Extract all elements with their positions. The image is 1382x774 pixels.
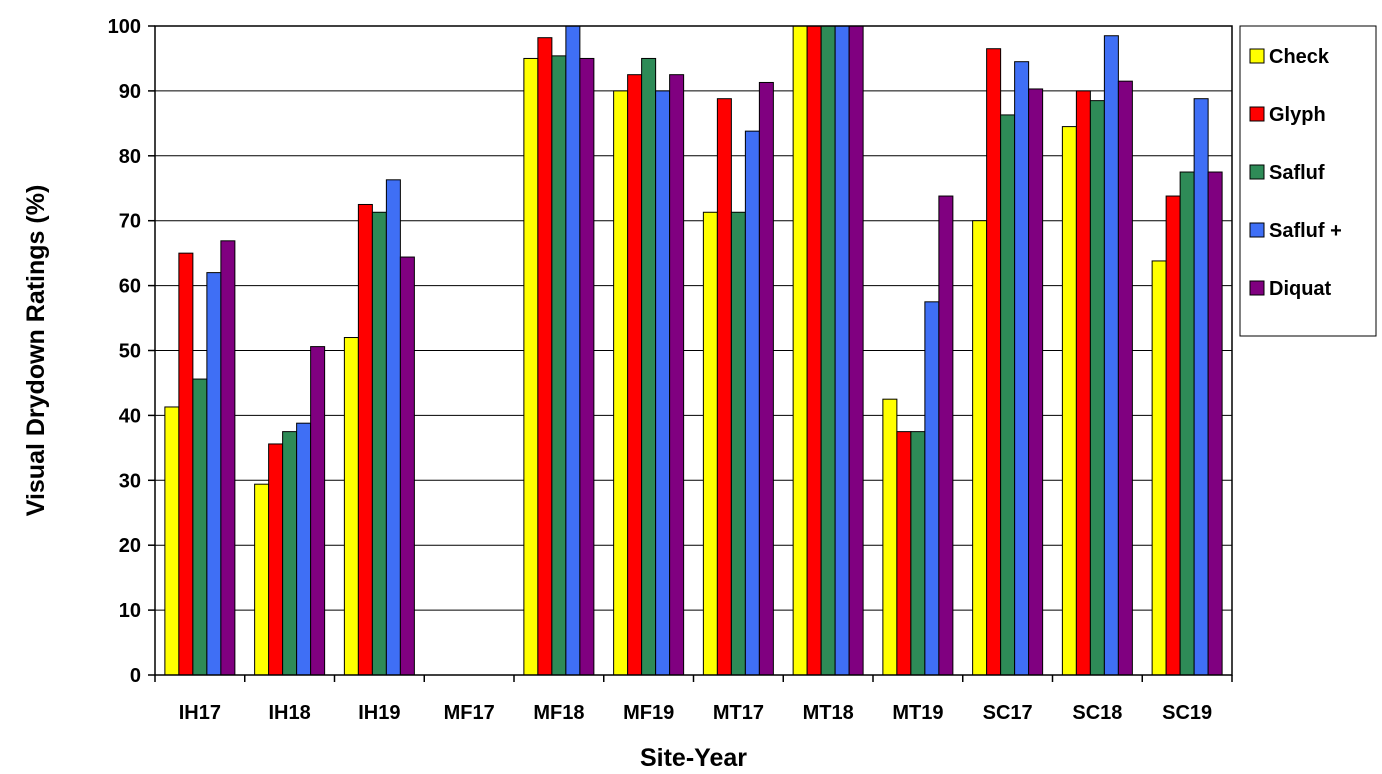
bar	[579, 57, 595, 676]
bar	[282, 431, 298, 676]
gridlines	[155, 90, 1232, 611]
bar	[371, 211, 387, 676]
y-tick-label: 30	[119, 470, 141, 492]
legend-swatch	[1249, 106, 1265, 122]
bar	[220, 240, 236, 676]
bar	[1061, 126, 1077, 676]
legend-label: Diquat	[1269, 278, 1332, 300]
bar	[882, 398, 898, 676]
bar	[820, 25, 836, 676]
bar	[792, 25, 808, 676]
bar	[206, 272, 222, 676]
bar	[716, 98, 732, 676]
bar	[896, 431, 912, 676]
bar	[310, 346, 326, 676]
bar	[178, 252, 194, 676]
x-tick-label: MT19	[892, 702, 943, 724]
bar	[254, 483, 270, 676]
bar	[848, 25, 864, 676]
y-tick-label: 10	[119, 600, 141, 622]
bar	[1089, 100, 1105, 676]
legend-swatch	[1249, 48, 1265, 64]
bar	[938, 195, 954, 676]
bar	[523, 57, 539, 676]
bar	[1151, 260, 1167, 676]
bar	[627, 74, 643, 676]
bar	[655, 90, 671, 676]
x-tick-label: SC19	[1162, 702, 1212, 724]
bar	[1117, 80, 1133, 676]
bar	[385, 179, 401, 676]
x-tick-label: MF19	[623, 702, 674, 724]
bar	[910, 431, 926, 676]
legend-label: Safluf	[1269, 162, 1325, 184]
bar	[343, 337, 359, 676]
bar	[1207, 171, 1223, 676]
x-tick-label: MF18	[533, 702, 584, 724]
bar	[1179, 171, 1195, 676]
bar	[702, 211, 718, 676]
y-tick-label: 80	[119, 146, 141, 168]
x-tick-label: IH18	[269, 702, 311, 724]
bar	[268, 443, 284, 676]
bar	[296, 422, 312, 676]
bar	[1075, 90, 1091, 676]
x-axis: IH17 IH18 IH19 MF17 MF18 MF19 MT17 MT18 MT19 SC17…	[154, 675, 1233, 724]
bar	[641, 57, 657, 676]
y-axis: 0 10 20 30 40 50 60 70 80 90 100	[108, 16, 155, 687]
bar	[164, 406, 180, 676]
bar	[924, 301, 940, 676]
x-axis-title: Site-Year	[640, 744, 747, 772]
bar	[1193, 98, 1209, 676]
bar	[551, 55, 567, 676]
x-tick-label: IH17	[179, 702, 221, 724]
legend: Check Glyph Safluf Safluf + Diquat	[1239, 25, 1377, 337]
y-tick-label: 100	[108, 16, 141, 38]
y-axis-title: Visual Drydown Ratings (%)	[22, 185, 50, 517]
bar	[669, 74, 685, 676]
bar	[1000, 114, 1016, 676]
bar	[986, 48, 1002, 676]
bar	[758, 81, 774, 676]
bar	[1103, 35, 1119, 676]
bar	[613, 90, 629, 676]
legend-label: Check	[1269, 46, 1330, 68]
bar	[834, 25, 850, 676]
y-tick-label: 20	[119, 535, 141, 557]
bar	[565, 25, 581, 676]
x-tick-label: MF17	[444, 702, 495, 724]
legend-label: Glyph	[1269, 104, 1326, 126]
bar	[537, 37, 553, 676]
legend-label: Safluf +	[1269, 220, 1342, 242]
legend-swatch	[1249, 280, 1265, 296]
legend-swatch	[1249, 222, 1265, 238]
y-tick-label: 70	[119, 211, 141, 233]
bar	[1014, 61, 1030, 676]
y-tick-label: 50	[119, 341, 141, 363]
bar	[730, 211, 746, 676]
bar	[806, 25, 822, 676]
bar	[399, 256, 415, 676]
bar	[744, 130, 760, 676]
x-tick-label: MT18	[803, 702, 854, 724]
y-tick-label: 60	[119, 276, 141, 298]
bar	[1028, 88, 1044, 676]
x-tick-label: SC17	[983, 702, 1033, 724]
x-tick-label: IH19	[358, 702, 400, 724]
y-tick-label: 40	[119, 405, 141, 427]
bar	[192, 378, 208, 676]
y-tick-label: 90	[119, 81, 141, 103]
legend-swatch	[1249, 164, 1265, 180]
bar	[972, 220, 988, 676]
x-tick-label: MT17	[713, 702, 764, 724]
bar	[357, 203, 373, 676]
bar	[1165, 195, 1181, 676]
x-tick-label: SC18	[1072, 702, 1122, 724]
y-tick-label: 0	[130, 665, 141, 687]
